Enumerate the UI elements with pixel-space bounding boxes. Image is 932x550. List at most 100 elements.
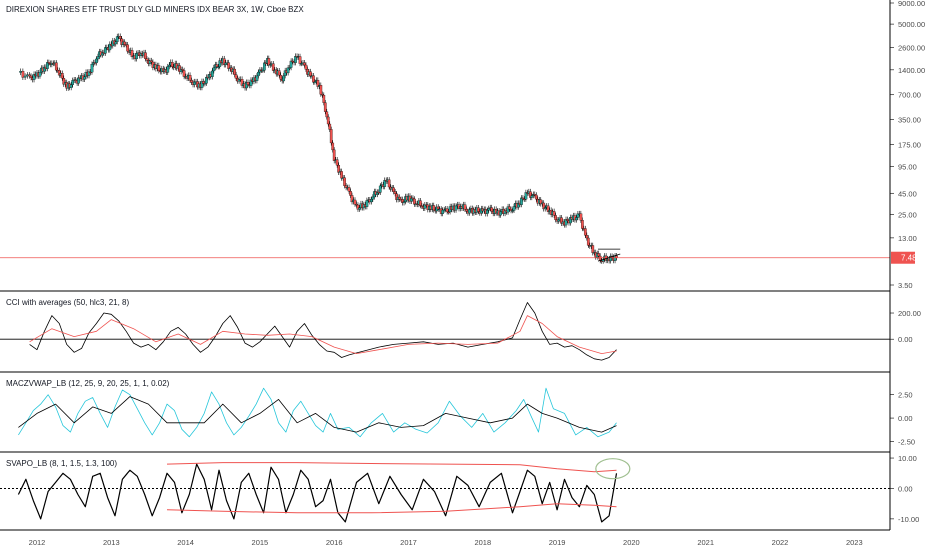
price-axis-tick-label: 2600.00 (898, 44, 925, 53)
time-axis-label: 2013 (103, 538, 120, 547)
price-axis-tick-label: 700.00 (898, 91, 921, 100)
candle-body (188, 74, 192, 81)
candle-body (511, 210, 514, 212)
candle-body (349, 191, 352, 196)
candle-body (104, 47, 107, 54)
candle-body (586, 237, 590, 246)
candle-body (566, 219, 569, 221)
candle-body (413, 198, 416, 205)
indicator-axis-tick-label: 2.50 (898, 391, 913, 400)
candle-body (135, 53, 138, 60)
candle-body (393, 191, 397, 194)
candle-body (543, 207, 547, 210)
candle-body (512, 206, 516, 211)
indicator-axis-tick-label: 0.00 (898, 335, 913, 344)
candle-body (29, 75, 33, 78)
candle-body (325, 111, 329, 118)
time-axis-label: 2014 (177, 538, 194, 547)
candle-body (282, 75, 286, 82)
candle-body (212, 67, 216, 72)
time-axis-label: 2015 (252, 538, 269, 547)
candle-body (190, 80, 193, 83)
price-pane[interactable]: 9000.00 5000.00 2600.00 1400.00 700.00 350.00… (0, 0, 925, 290)
last-price-label: 7.48 (901, 254, 917, 263)
candle-body (145, 58, 149, 61)
candle-body (343, 177, 346, 186)
candle-body (597, 253, 601, 257)
cci-pane-title: CCI with averages (50, hlc3, 21, 8) (6, 298, 130, 307)
indicator-series-line (17, 463, 618, 523)
time-axis[interactable]: 2012 2013 2014 2015 2016 2017 2018 2019 2020 2021… (29, 538, 863, 547)
candle-body (182, 70, 186, 77)
candle-body (557, 219, 560, 222)
candle-body (319, 85, 323, 95)
candle-body (581, 220, 584, 229)
candle-body (304, 64, 308, 70)
candle-body (335, 159, 339, 166)
time-axis-label: 2022 (772, 538, 789, 547)
candle-body (463, 204, 467, 210)
candle-body (454, 205, 458, 211)
indicator-axis-tick-label: 0.00 (898, 484, 913, 493)
candle-body (323, 102, 327, 112)
candle-body (591, 245, 595, 253)
candle-body (261, 70, 265, 72)
candle-body (170, 62, 174, 67)
time-axis-label: 2018 (474, 538, 491, 547)
time-axis-label: 2023 (846, 538, 863, 547)
candle-body (432, 205, 436, 211)
candle-body (347, 187, 351, 192)
candle-body (387, 179, 391, 188)
candle-body (23, 75, 27, 78)
maczvwap-pane[interactable]: 2.50 0.00 -2.50 (18, 387, 915, 446)
indicator-series-line (166, 503, 617, 514)
price-axis-tick-label: 1400.00 (898, 66, 925, 75)
candle-body (298, 56, 302, 64)
candle-body (167, 64, 171, 67)
candle-body (468, 209, 471, 214)
candle-body (257, 71, 260, 77)
indicator-series-line (29, 302, 617, 361)
candle-body (216, 66, 220, 68)
candle-body (303, 62, 306, 66)
candle-body (234, 74, 238, 79)
price-axis-tick-label: 175.00 (898, 141, 921, 150)
candle-body (534, 194, 538, 200)
time-axis-label: 2017 (400, 538, 417, 547)
price-axis-tick-label: 350.00 (898, 116, 921, 125)
candle-body (263, 62, 266, 71)
candle-body (126, 44, 129, 52)
svapo-pane-title: SVAPO_LB (8, 1, 1.5, 1.3, 100) (6, 459, 117, 468)
candle-body (378, 185, 382, 193)
candle-body (328, 123, 332, 130)
candle-body (69, 84, 73, 88)
candle-body (322, 94, 326, 103)
candle-body (210, 70, 214, 77)
price-axis-tick-label: 95.00 (898, 162, 917, 171)
candle-body (150, 60, 153, 63)
candle-body (309, 71, 312, 77)
candle-body (21, 71, 25, 78)
candle-body (524, 192, 528, 200)
price-axis-tick-label: 45.00 (898, 189, 917, 198)
cci-pane[interactable]: 200.00 0.00 (0, 302, 921, 361)
candle-body (402, 201, 406, 204)
candle-body (96, 56, 100, 60)
candle-body (371, 196, 375, 200)
maczvwap-pane-title: MACZVWAP_LB (12, 25, 9, 20, 25, 1, 1, 0.… (6, 379, 170, 388)
indicator-series-line (29, 315, 617, 355)
highlight-circle (595, 458, 631, 480)
candle-body (398, 196, 401, 200)
candle-body (277, 70, 281, 76)
indicator-axis-tick-label: -10.00 (898, 515, 919, 524)
indicator-axis-tick-label: 10.00 (898, 454, 917, 463)
candle-body (157, 65, 161, 71)
candle-body (181, 69, 184, 71)
time-axis-label: 2019 (549, 538, 566, 547)
candle-body (326, 116, 330, 125)
candle-body (83, 76, 86, 80)
svapo-pane[interactable]: 10.00 0.00 -10.00 (0, 454, 919, 524)
candle-body (246, 82, 250, 85)
price-axis-tick-label: 25.00 (898, 210, 917, 219)
